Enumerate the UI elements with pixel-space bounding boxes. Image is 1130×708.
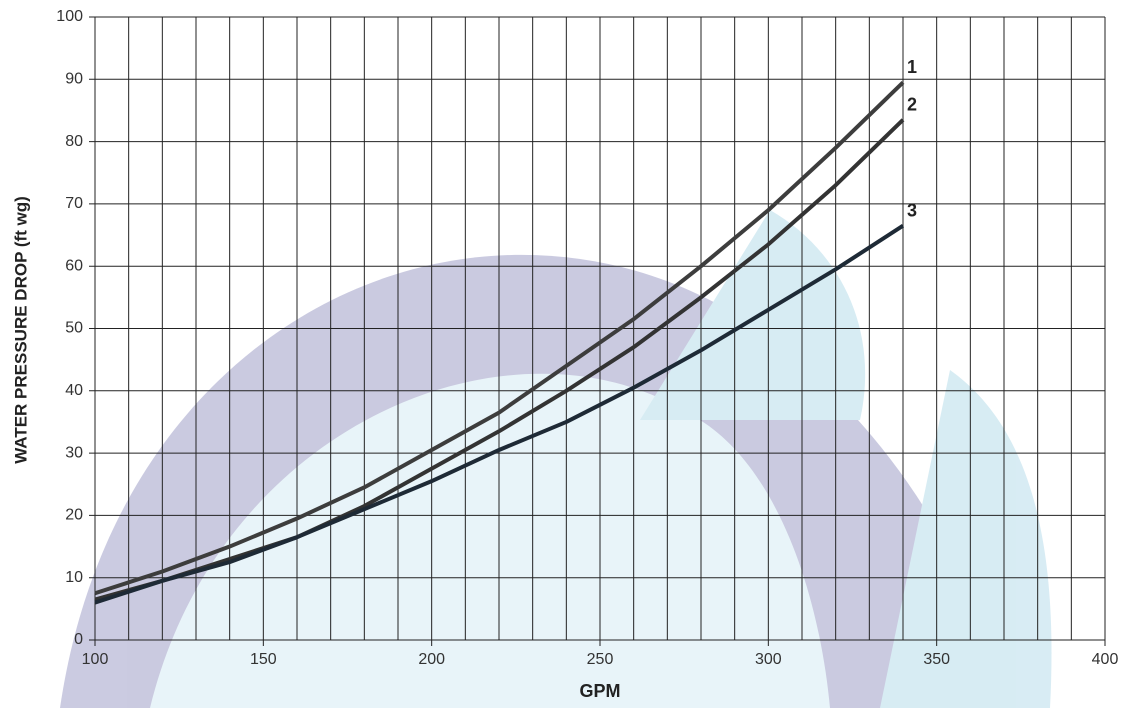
watermark [60, 210, 1052, 708]
y-tick-label: 50 [65, 320, 83, 337]
y-tick-label: 20 [65, 507, 83, 524]
series-line [94, 118, 905, 602]
y-tick-label: 70 [65, 195, 83, 212]
x-tick-label: 400 [1092, 651, 1119, 668]
x-tick-label: 350 [923, 651, 950, 668]
series-label: 3 [907, 200, 917, 220]
y-tick-label: 80 [65, 133, 83, 150]
y-tick-label: 60 [65, 257, 83, 274]
x-tick-label: 300 [755, 651, 782, 668]
x-tick-label: 200 [418, 651, 445, 668]
watermark-shape [60, 254, 1000, 708]
y-tick-label: 40 [65, 382, 83, 399]
series-label: 2 [907, 95, 917, 115]
watermark-shape [150, 373, 830, 708]
x-tick-label: 250 [587, 651, 614, 668]
y-axis-label: WATER PRESSURE DROP (ft wg) [11, 196, 30, 464]
watermark-shape [880, 370, 1052, 708]
series-line [94, 80, 905, 596]
y-tick-label: 30 [65, 444, 83, 461]
x-tick-label: 100 [82, 651, 109, 668]
y-tick-label: 90 [65, 71, 83, 88]
series-label: 1 [907, 57, 917, 77]
y-tick-label: 0 [74, 631, 83, 648]
x-axis-label: GPM [579, 681, 620, 701]
y-tick-label: 10 [65, 569, 83, 586]
x-tick-label: 150 [250, 651, 277, 668]
y-tick-label: 100 [56, 8, 83, 25]
series-line [94, 224, 905, 605]
watermark-shape [640, 210, 866, 420]
